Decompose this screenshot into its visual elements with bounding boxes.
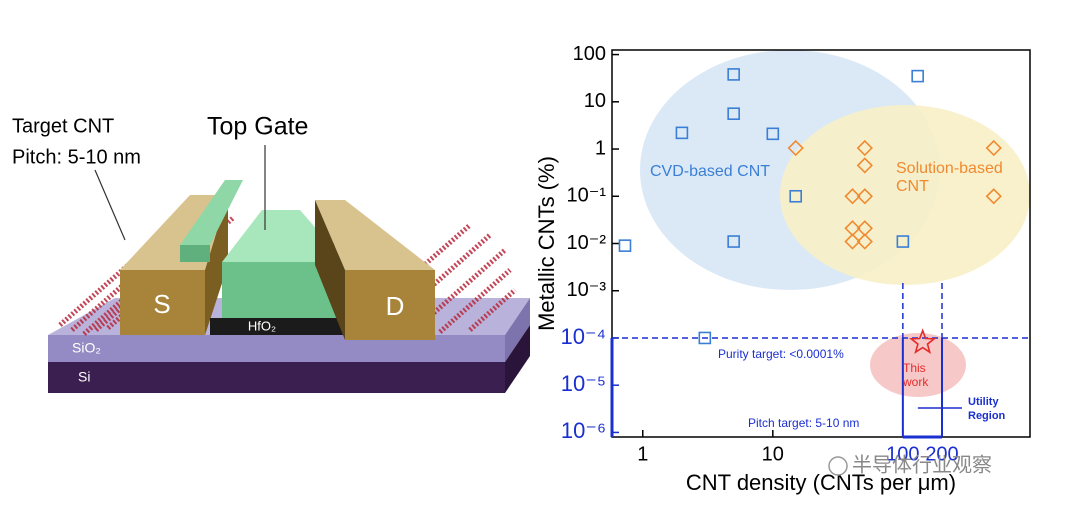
diamond-point <box>856 233 873 250</box>
gate-back-front <box>180 245 210 262</box>
series-label: This work <box>903 361 929 389</box>
square-point <box>766 127 780 141</box>
pitch-label: Pitch: 5-10 nm <box>12 146 141 168</box>
y-tick-label: 10⁻³ <box>567 279 607 301</box>
drain-label: D <box>386 291 405 321</box>
x-tick-label: 100 <box>886 443 919 465</box>
gate-back <box>180 180 243 245</box>
diamond-point <box>985 188 1002 205</box>
region-label: Utility Region <box>968 396 1006 422</box>
annotation: Purity target: <0.0001% <box>718 347 844 361</box>
solution-region <box>780 105 1030 285</box>
gate-label: Top Gate <box>207 113 308 141</box>
oxide-side <box>505 298 530 362</box>
source-side <box>205 195 228 335</box>
drain-top <box>315 200 435 270</box>
silicon-front <box>48 362 505 393</box>
diamond-point <box>856 139 873 157</box>
drain-side <box>315 200 345 340</box>
source-label: S <box>153 289 170 319</box>
y-axis-label: Metallic CNTs (%) <box>534 156 559 331</box>
diamond-point <box>787 139 804 157</box>
square-point <box>698 331 712 345</box>
square-point <box>727 235 740 248</box>
y-tick-label: 100 <box>573 43 606 65</box>
silicon-side <box>505 325 530 393</box>
oxide-label: SiO₂ <box>72 340 101 356</box>
y-tick-label: 10⁻² <box>567 232 607 254</box>
dielectric <box>210 318 345 335</box>
watermark-icon <box>828 456 848 476</box>
square-point <box>618 239 632 252</box>
target-label: Target CNT <box>12 115 114 137</box>
series-label: CVD-based CNT <box>650 163 771 180</box>
leader-line <box>94 169 126 241</box>
diamond-point <box>856 188 873 205</box>
diamond-point <box>985 139 1002 157</box>
chart: 100 10 1 10⁻¹ 10⁻² 10⁻³ 10⁻⁴ 10⁻⁵ 10⁻⁶ 1 10 100 200 C… <box>534 43 1031 495</box>
y-tick-label: 1 <box>595 137 606 159</box>
square-point <box>727 107 740 121</box>
watermark: 半导体行业观察 <box>852 453 992 476</box>
y-tick-label: 10⁻⁵ <box>561 371 606 396</box>
substrate-label: Si <box>78 369 90 385</box>
y-tick-label: 10 <box>584 90 606 112</box>
star-point <box>908 328 937 355</box>
x-axis-label: CNT density (CNTs per μm) <box>686 470 956 495</box>
y-tick-label: 10⁻⁶ <box>561 418 606 443</box>
oxide-front <box>48 335 505 362</box>
x-tick-label: 200 <box>925 443 958 465</box>
diamond-point <box>844 233 861 250</box>
x-tick-label: 10 <box>762 443 784 465</box>
dielectric-label: HfO₂ <box>248 318 276 333</box>
square-point <box>896 235 910 248</box>
x-tick-label: 1 <box>637 443 648 465</box>
device-illustration: Target CNT Pitch: 5-10 nm Top Gate S D H… <box>12 113 530 393</box>
diamond-point <box>856 157 873 174</box>
series-label: Solution-based CNT <box>896 160 1003 195</box>
drain-front <box>345 270 435 340</box>
square-point <box>727 68 740 81</box>
annotation: Pitch target: 5-10 nm <box>748 416 860 430</box>
gate-top <box>222 210 345 262</box>
square-point <box>675 126 689 140</box>
y-tick-label: 10⁻⁴ <box>560 324 606 349</box>
square-point <box>911 69 924 83</box>
source-front <box>120 270 205 335</box>
square-point <box>789 189 803 203</box>
diamond-point <box>844 188 861 205</box>
y-tick-label: 10⁻¹ <box>567 185 607 207</box>
